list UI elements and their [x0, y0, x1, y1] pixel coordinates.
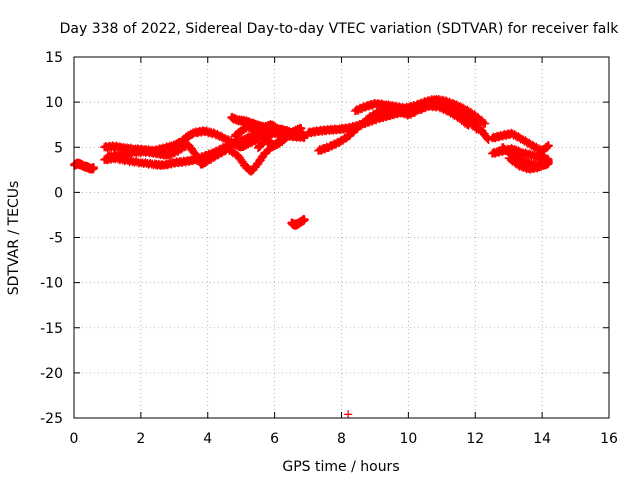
x-tick-label: 8: [337, 431, 346, 447]
y-tick-label: -5: [49, 231, 63, 247]
data-point-s5: [297, 124, 306, 133]
data-point-early: [90, 164, 99, 173]
y-tick-label: 15: [45, 50, 63, 66]
y-tick-label: -10: [40, 276, 63, 292]
x-tick-label: 4: [203, 431, 212, 447]
grid: [74, 57, 609, 418]
data-point-s14: [544, 159, 553, 168]
y-axis-title: SDTVAR / TECUs: [6, 181, 22, 296]
y-tick-label: -15: [40, 321, 63, 337]
x-tick-labels: 0 2 4 6 8 10 12 14 16: [70, 431, 618, 447]
data-point-s9: [481, 119, 490, 128]
data-points: [70, 94, 553, 419]
x-tick-label: 2: [136, 431, 145, 447]
y-tick-label: 5: [54, 140, 63, 156]
x-tick-label: 6: [270, 431, 279, 447]
data-point-s6: [294, 132, 303, 141]
data-point-outlier: [344, 410, 353, 419]
data-point-dip: [300, 215, 309, 224]
data-point-s14: [544, 157, 553, 166]
y-tick-label: -20: [40, 366, 63, 382]
data-point-s10: [484, 136, 493, 145]
data-point-s8: [464, 121, 473, 130]
y-tick-labels: 15 10 5 0 -5 -10 -15 -20 -25: [40, 50, 63, 427]
y-tick-label: 0: [54, 185, 63, 201]
x-tick-label: 14: [533, 431, 551, 447]
x-tick-label: 12: [466, 431, 484, 447]
x-tick-label: 0: [70, 431, 79, 447]
y-tick-label: 10: [45, 95, 63, 111]
chart-title: Day 338 of 2022, Sidereal Day-to-day VTE…: [60, 21, 620, 37]
x-tick-label: 10: [399, 431, 417, 447]
x-tick-label: 16: [600, 431, 618, 447]
y-tick-label: -25: [40, 411, 63, 427]
data-point-s11: [544, 141, 553, 150]
x-axis-title: GPS time / hours: [282, 459, 399, 475]
axis-ticks: [73, 56, 610, 419]
